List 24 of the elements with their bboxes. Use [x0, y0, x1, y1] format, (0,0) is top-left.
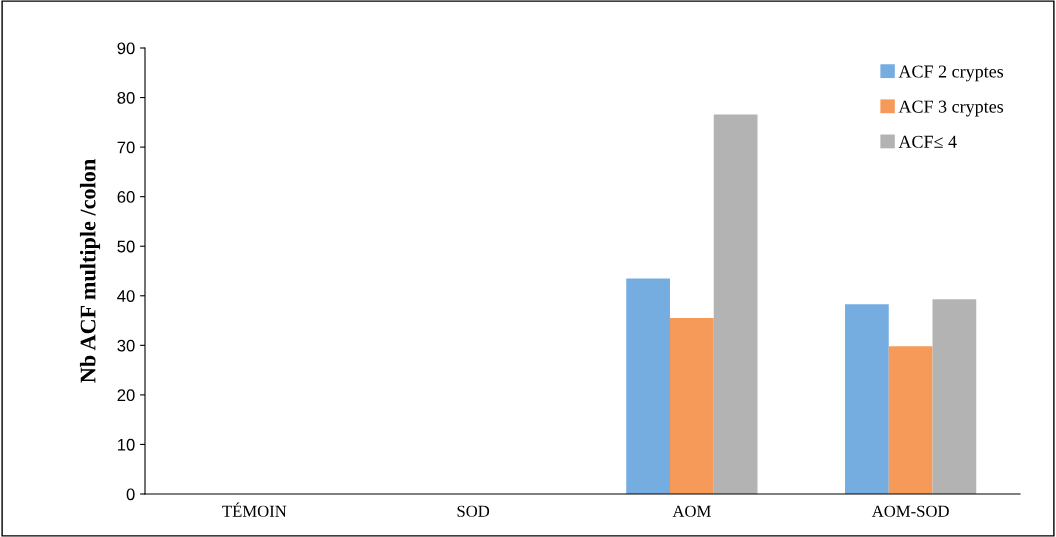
y-tick-label: 10 [118, 438, 135, 451]
legend-label: ACF 2 cryptes [898, 65, 1004, 82]
x-tick-label: SOD [457, 505, 490, 517]
bar [888, 346, 933, 494]
y-tick-label: 20 [117, 389, 135, 402]
y-tick-label: 0 [126, 488, 135, 501]
y-tick-label: 80 [117, 91, 135, 104]
y-tick-label: 50 [117, 240, 135, 253]
y-axis-title: Nb ACF multiple /colon [79, 159, 101, 383]
bar [670, 318, 714, 494]
x-tick-label: AOM [672, 505, 711, 517]
x-tick-label: TÉMOIN [222, 502, 287, 517]
bar [626, 278, 670, 494]
y-tick-label: 90 [117, 42, 135, 55]
legend-label: ACF≤ 4 [898, 135, 957, 148]
bar [845, 304, 889, 494]
y-tick-label: 70 [117, 141, 135, 154]
legend-label: ACF 3 cryptes [898, 100, 1004, 117]
y-tick-label: 30 [117, 339, 135, 352]
bar [932, 299, 977, 494]
bar [713, 114, 758, 494]
x-tick-label: AOM-SOD [871, 505, 949, 517]
y-tick-label: 60 [117, 191, 135, 203]
y-tick-label: 40 [117, 290, 135, 302]
